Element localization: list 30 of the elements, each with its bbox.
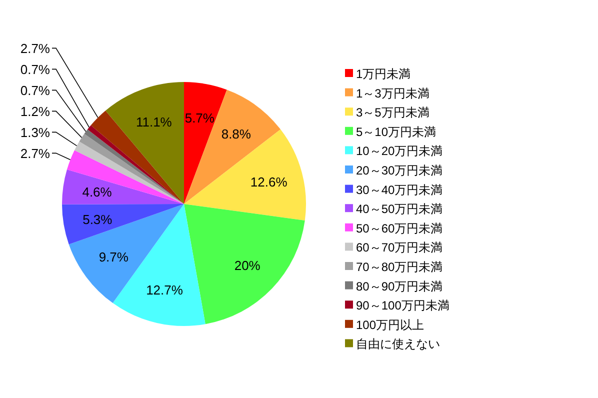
legend-label: 1万円未満 <box>356 67 411 81</box>
legend-label: 50～60万円未満 <box>356 221 443 236</box>
data-label: 5.3% <box>82 212 113 227</box>
legend-label: 30～40万円未満 <box>356 182 443 197</box>
legend-label: 40～50万円未満 <box>356 202 443 216</box>
data-label: 12.7% <box>146 282 184 298</box>
data-label: 8.8% <box>221 126 252 142</box>
data-label: 2.7% <box>20 146 50 162</box>
legend-label: 60～70万円未満 <box>356 240 443 255</box>
legend-label: 3～5万円未満 <box>356 106 430 120</box>
data-label: 4.6% <box>82 184 112 200</box>
legend-label: 5～10万円未満 <box>356 124 436 139</box>
data-label: 0.7% <box>20 83 50 98</box>
legend-label: 10～20万円未満 <box>356 144 443 158</box>
data-label: 1.3% <box>20 125 50 140</box>
legend-label: 100万円以上 <box>356 318 424 332</box>
legend-label: 1～3万円未満 <box>356 86 430 100</box>
legend-label: 20～30万円未満 <box>356 164 443 178</box>
legend-label: 自由に使えない <box>356 337 440 352</box>
data-label: 1.2% <box>20 104 50 120</box>
data-label: 5.7% <box>184 110 215 126</box>
legend-label: 90～100万円未満 <box>356 298 450 313</box>
data-label: 11.1% <box>136 114 172 130</box>
data-label: 9.7% <box>98 250 129 265</box>
data-label: 20% <box>234 258 261 273</box>
legend-label: 70～80万円未満 <box>356 260 443 274</box>
data-label: 12.6% <box>250 174 288 190</box>
data-label: 2.7% <box>20 41 50 56</box>
legend-label: 80～90万円未満 <box>356 279 443 294</box>
data-label: 0.7% <box>20 62 50 78</box>
